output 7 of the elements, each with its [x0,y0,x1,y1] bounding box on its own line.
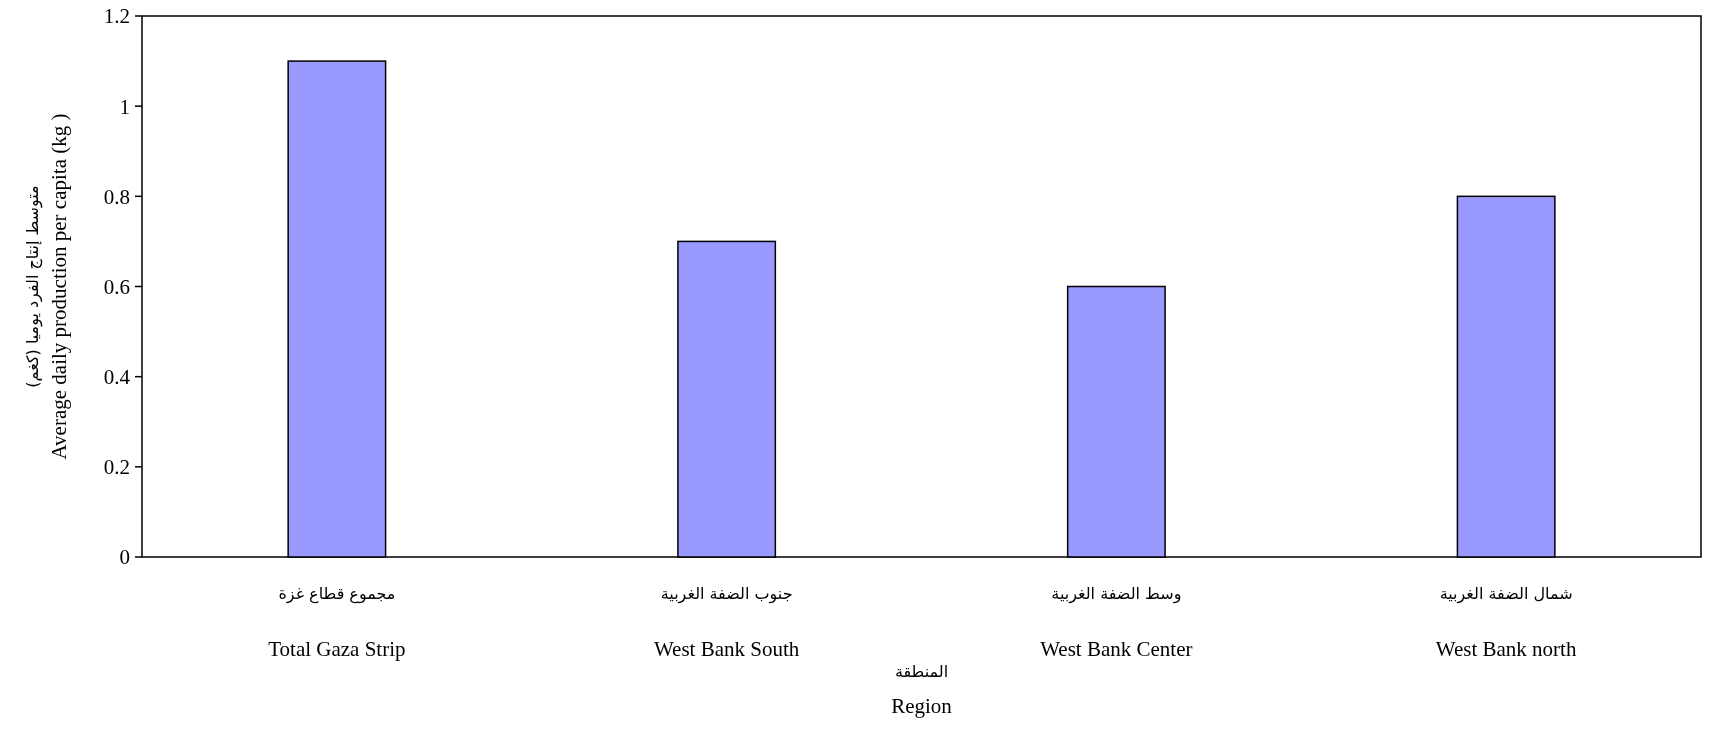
y-tick-label: 1.2 [103,4,130,29]
y-tick-label: 0 [119,545,130,570]
y-tick-label: 0.2 [103,455,130,480]
y-tick-label: 1 [119,94,130,119]
y-tick-label: 0.6 [103,274,130,299]
y-tick-label: 0.8 [103,184,130,209]
y-tick-label: 0.4 [103,365,131,390]
